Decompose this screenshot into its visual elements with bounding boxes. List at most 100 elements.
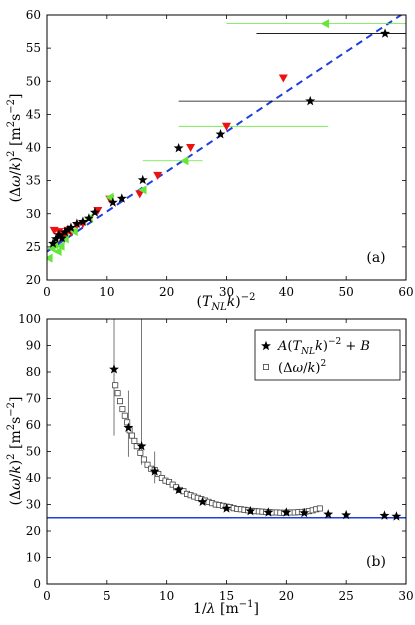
data-point-star	[89, 207, 100, 217]
data-point-star	[263, 507, 274, 517]
x-tick-label: 10	[159, 589, 174, 603]
data-point-triangle-down	[186, 144, 196, 152]
data-point-square	[119, 406, 126, 413]
data-point-square	[114, 390, 121, 397]
fit-line	[47, 15, 403, 253]
data-point-star	[77, 216, 88, 226]
panel-a-xlabel: (TNLk)−2	[197, 292, 256, 313]
y-tick-label: 20	[26, 273, 41, 287]
x-tick-label: 0	[43, 285, 51, 299]
data-point-square	[124, 419, 131, 426]
data-point-triangle-left	[53, 247, 62, 257]
panel-a-label: (a)	[366, 250, 385, 266]
y-tick-label: 60	[26, 418, 41, 432]
data-point-star	[299, 507, 310, 518]
data-point-star	[323, 509, 334, 519]
panel-a-ticks: 0 10 20 30 40 50 60 20 25 30 35 40 45 50 55 60	[26, 8, 414, 299]
data-point-star	[63, 224, 73, 234]
data-point-star	[173, 142, 184, 153]
panel-b-ylabel: (Δω/k)2 [m2s−2]	[6, 396, 24, 505]
y-tick-label: 40	[26, 471, 41, 485]
data-point-square	[140, 456, 147, 463]
data-point-star	[71, 218, 82, 228]
y-tick-label: 90	[26, 339, 41, 353]
data-point-triangle-left	[56, 241, 65, 251]
x-tick-label: 40	[279, 285, 294, 299]
legend-star-icon	[261, 340, 271, 351]
data-point-star	[116, 193, 127, 203]
y-tick-label: 50	[26, 74, 41, 88]
data-point-star	[136, 441, 147, 451]
data-point-triangle-left	[320, 19, 330, 29]
data-point-triangle-left	[47, 253, 53, 263]
y-tick-label: 25	[26, 240, 41, 254]
y-tick-label: 30	[26, 207, 41, 221]
data-point-square	[316, 505, 323, 512]
data-point-star	[57, 233, 67, 243]
panel-b-frame	[46, 318, 407, 585]
y-tick-label: 55	[26, 41, 41, 55]
data-point-star	[245, 505, 256, 516]
panel-a: 0 10 20 30 40 50 60 20 25 30 35 40 45 50 55 60 (a) (TNL…	[6, 8, 414, 313]
legend-entry-model: A(TNLk)−2 + B	[277, 337, 370, 357]
x-tick-label: 0	[43, 589, 51, 603]
x-tick-label: 50	[339, 285, 354, 299]
y-tick-label: 50	[26, 445, 41, 459]
data-point-star	[391, 511, 402, 521]
x-tick-label: 20	[279, 589, 294, 603]
y-tick-label: 0	[33, 577, 41, 591]
data-point-square	[112, 382, 119, 389]
data-point-star	[221, 503, 232, 513]
x-tick-label: 30	[398, 589, 413, 603]
x-tick-label: 5	[103, 589, 111, 603]
x-tick-label: 20	[159, 285, 174, 299]
panel-b-data	[47, 319, 406, 521]
data-point-star	[65, 222, 76, 232]
data-point-star	[149, 466, 160, 476]
y-tick-label: 40	[26, 141, 41, 155]
data-point-triangle-left	[180, 156, 189, 166]
data-point-star	[54, 229, 64, 240]
data-point-square	[137, 449, 144, 456]
data-point-star	[109, 364, 119, 374]
data-point-star	[83, 213, 94, 223]
y-tick-label: 20	[26, 524, 41, 538]
data-point-square	[128, 432, 135, 439]
data-point-triangle-down	[278, 74, 288, 83]
y-tick-label: 45	[26, 107, 41, 121]
data-point-triangle-down	[153, 171, 163, 180]
y-tick-label: 35	[26, 174, 41, 188]
data-point-square	[144, 461, 151, 468]
data-point-star	[123, 422, 134, 432]
y-tick-label: 70	[26, 392, 41, 406]
data-point-star	[341, 509, 352, 520]
x-tick-label: 25	[339, 589, 354, 603]
data-point-triangle-left	[105, 192, 114, 202]
y-tick-label: 80	[26, 365, 41, 379]
data-point-star	[107, 197, 118, 207]
data-point-square	[116, 398, 123, 405]
panel-b-legend: A(TNLk)−2 + B (Δω/k)2	[254, 329, 401, 381]
data-point-star	[379, 510, 390, 520]
data-point-star	[305, 95, 316, 106]
panel-a-frame	[46, 14, 407, 281]
data-point-star	[60, 227, 70, 237]
y-tick-label: 10	[26, 551, 41, 565]
data-point-star	[215, 129, 226, 139]
data-point-star	[197, 496, 208, 507]
y-tick-label: 100	[18, 312, 41, 326]
legend-entry-data: (Δω/k)2	[278, 359, 326, 376]
data-point-star	[380, 28, 390, 38]
data-point-star	[173, 484, 184, 495]
x-tick-label: 30	[219, 285, 234, 299]
data-point-triangle-down	[222, 122, 231, 131]
x-tick-label: 10	[99, 285, 114, 299]
legend-box	[254, 329, 401, 381]
legend-square-icon	[262, 363, 269, 370]
panel-b-ticks: 0 5 10 15 20 25 30 0 10 20 30 40 50 60 70 80 90 100	[18, 312, 414, 603]
data-point-square	[133, 443, 140, 450]
panel-b: 0 5 10 15 20 25 30 0 10 20 30 40 50 60 70 80 90 100 (b) 1…	[6, 312, 414, 617]
y-tick-label: 30	[26, 498, 41, 512]
data-point-triangle-left	[138, 185, 147, 195]
